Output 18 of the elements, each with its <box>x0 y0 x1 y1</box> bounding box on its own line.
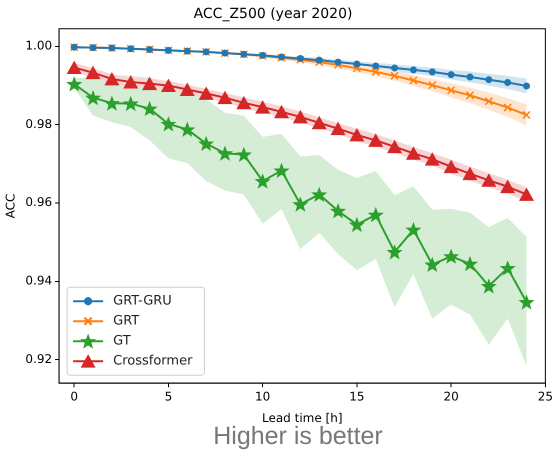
x-tick-label: 15 <box>349 390 365 404</box>
x-tick-label: 25 <box>538 390 554 404</box>
x-tick-label: 5 <box>164 390 172 404</box>
x-tick-label: 0 <box>70 390 78 404</box>
x-tick-label: 20 <box>443 390 459 404</box>
x-tick-label: 10 <box>255 390 270 404</box>
y-tick-label: 1.00 <box>25 38 52 53</box>
y-tick-label: 0.94 <box>25 274 52 288</box>
legend-label: Crossformer <box>113 354 194 369</box>
y-tick-label: 0.92 <box>25 352 52 366</box>
x-axis-title: Lead time [h] <box>262 410 343 425</box>
legend-label: GRT-GRU <box>113 294 172 309</box>
y-axis-title: ACC <box>3 194 18 218</box>
y-tick-label: 0.96 <box>25 195 52 210</box>
chart-title: ACC_Z500 (year 2020) <box>194 6 352 22</box>
y-tick-label: 0.98 <box>25 116 52 131</box>
legend-label: GT <box>113 334 131 349</box>
legend-label: GRT <box>113 314 140 329</box>
